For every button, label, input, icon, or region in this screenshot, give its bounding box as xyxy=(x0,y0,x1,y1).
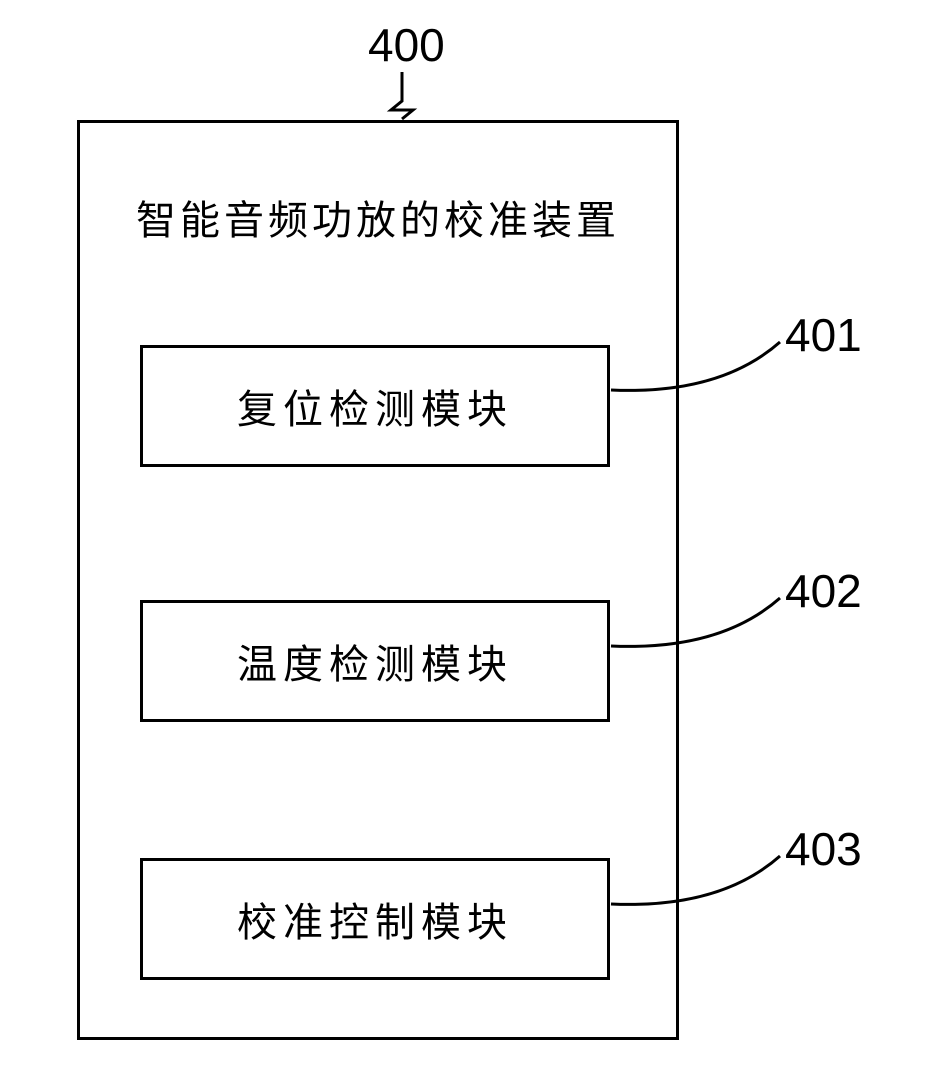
module-reset-detect: 复位检测模块 xyxy=(140,345,610,467)
module-label: 温度检测模块 xyxy=(237,632,513,690)
ref-401: 401 xyxy=(785,308,862,362)
ref-402: 402 xyxy=(785,564,862,618)
ref-403: 403 xyxy=(785,822,862,876)
module-temp-detect: 温度检测模块 xyxy=(140,600,610,722)
module-label: 复位检测模块 xyxy=(237,377,513,435)
module-label: 校准控制模块 xyxy=(237,890,513,948)
module-calib-control: 校准控制模块 xyxy=(140,858,610,980)
device-title: 智能音频功放的校准装置 xyxy=(77,188,679,246)
ref-400: 400 xyxy=(368,18,445,72)
